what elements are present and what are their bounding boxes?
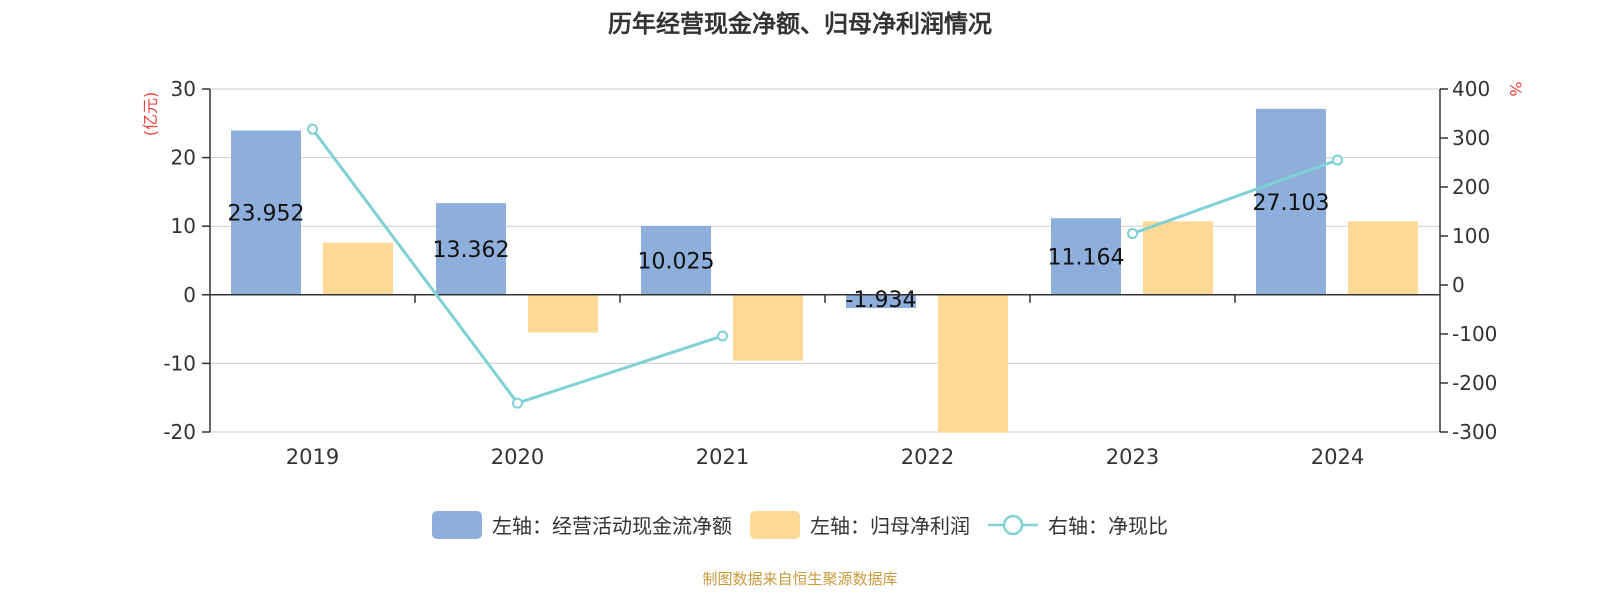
y-right-tick-label: -100 xyxy=(1452,322,1497,346)
y-left-unit: (亿元) xyxy=(141,92,160,137)
bar-cash xyxy=(231,130,301,295)
x-tick-label: 2020 xyxy=(491,445,544,469)
y-right-tick-label: 300 xyxy=(1452,126,1490,150)
data-label-cash: 23.952 xyxy=(228,202,305,227)
legend-label-profit: 左轴：归母净利润 xyxy=(810,514,970,538)
ratio-point xyxy=(1332,154,1343,166)
ratio-line-segment xyxy=(517,334,723,405)
data-label-cash: 10.025 xyxy=(638,249,715,274)
bar-profit xyxy=(528,294,598,333)
y-right-tick-label: 200 xyxy=(1452,175,1490,199)
ratio-point xyxy=(1127,228,1138,240)
legend-swatch-cash xyxy=(432,510,482,539)
y-right-tick-label: -300 xyxy=(1452,420,1497,444)
legend: 左轴：经营活动现金流净额 左轴：归母净利润 右轴：净现比 xyxy=(0,510,1600,539)
x-tick-label: 2024 xyxy=(1311,445,1364,469)
bar-profit xyxy=(1143,221,1213,295)
ratio-point xyxy=(307,123,318,135)
x-tick-label: 2019 xyxy=(286,445,339,469)
y-left-tick-label: 10 xyxy=(171,214,196,238)
data-label-cash: 27.103 xyxy=(1253,191,1330,216)
x-tick-label: 2021 xyxy=(696,445,749,469)
bar-profit xyxy=(1348,221,1418,295)
y-left-tick-label: 20 xyxy=(171,146,196,170)
x-tick-label: 2023 xyxy=(1106,445,1159,469)
bar-cash xyxy=(846,294,916,309)
bar-cash xyxy=(436,203,506,295)
legend-swatch-profit xyxy=(750,510,800,539)
x-tick-label: 2022 xyxy=(901,445,954,469)
y-left-tick-label: 30 xyxy=(171,77,196,101)
y-right-tick-label: -200 xyxy=(1452,371,1497,395)
bar-profit xyxy=(733,294,803,361)
y-left-tick-label: 0 xyxy=(183,283,196,307)
chart-title: 历年经营现金净额、归母净利润情况 xyxy=(608,10,992,38)
y-left-tick-label: -10 xyxy=(163,351,196,375)
legend-item-profit[interactable]: 左轴：归母净利润 xyxy=(750,510,970,539)
bar-cash xyxy=(1256,108,1326,295)
legend-swatch-ratio xyxy=(988,514,1038,535)
data-label-cash: 11.164 xyxy=(1048,246,1125,271)
bar-cash xyxy=(641,226,711,295)
y-right-tick-label: 0 xyxy=(1452,273,1465,297)
bar-profit xyxy=(938,294,1008,433)
source-note: 制图数据来自恒生聚源数据库 xyxy=(702,570,898,588)
bar-cash xyxy=(1051,218,1121,295)
ratio-point xyxy=(717,330,728,342)
legend-label-ratio: 右轴：净现比 xyxy=(1048,514,1168,538)
data-label-cash: -1.934 xyxy=(846,288,917,313)
ratio-line-segment xyxy=(1131,158,1339,235)
y-right-tick-label: 100 xyxy=(1452,224,1490,248)
legend-label-cash: 左轴：经营活动现金流净额 xyxy=(492,514,732,538)
y-right-unit: % xyxy=(1506,81,1525,96)
y-right-tick-label: 400 xyxy=(1452,77,1490,101)
y-left-tick-label: -20 xyxy=(163,420,196,444)
legend-item-cash[interactable]: 左轴：经营活动现金流净额 xyxy=(432,510,732,539)
bar-profit xyxy=(323,242,393,295)
ratio-point xyxy=(512,397,523,409)
ratio-line-segment xyxy=(311,128,519,404)
data-label-cash: 13.362 xyxy=(433,238,510,263)
legend-item-ratio[interactable]: 右轴：净现比 xyxy=(988,510,1168,539)
